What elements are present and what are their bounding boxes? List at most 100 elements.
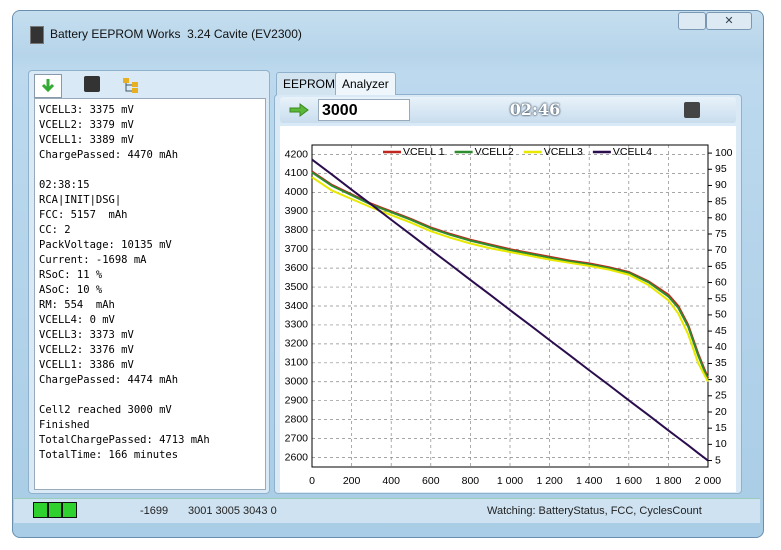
y2-tick-label: 65 (715, 260, 727, 272)
tab-active[interactable]: Analyzer (335, 72, 396, 95)
y-tick-label: 3200 (285, 338, 309, 350)
legend-label: VCELL3 (544, 146, 583, 158)
y2-tick-label: 30 (715, 373, 727, 385)
close-button[interactable]: ✕ (706, 12, 752, 30)
y-tick-label: 3100 (285, 357, 309, 369)
log-line: VCELL1: 3386 mV (39, 359, 134, 371)
minimize-button[interactable] (678, 12, 706, 30)
y-tick-label: 4000 (285, 186, 309, 198)
log-line: VCELL1: 3389 mV (39, 134, 134, 146)
app-icon (30, 26, 44, 44)
status-watching: Watching: BatteryStatus, FCC, CyclesCoun… (487, 505, 702, 517)
x-tick-label: 2 000 (695, 475, 721, 487)
status-current: -1699 (140, 505, 169, 517)
x-tick-label: 400 (382, 475, 400, 487)
y-tick-label: 2900 (285, 394, 309, 406)
y2-tick-label: 20 (715, 406, 727, 418)
x-tick-label: 1 400 (576, 475, 602, 487)
y2-tick-label: 75 (715, 228, 727, 240)
y2-tick-label: 5 (715, 454, 721, 466)
x-tick-label: 1 000 (497, 475, 523, 487)
log-line: ChargePassed: 4474 mAh (39, 374, 179, 386)
log-line: VCELL2: 3379 mV (39, 119, 134, 131)
y-tick-label: 3500 (285, 281, 309, 293)
log-line: RM: 554 mAh (39, 299, 115, 311)
x-tick-label: 1 200 (536, 475, 562, 487)
log-line: Current: -1698 mA (39, 254, 147, 266)
tree-button[interactable] (122, 77, 140, 93)
x-tick-label: 800 (462, 475, 480, 487)
log-line: RSoC: 11 % (39, 269, 103, 281)
log-line: TotalTime: 166 minutes (39, 449, 179, 461)
log-line: TotalChargePassed: 4713 mAh (39, 434, 210, 446)
window-title: Battery EEPROM Works 3.24 Cavite (EV2300… (50, 27, 302, 41)
series-line (311, 170, 709, 379)
log-line: VCELL3: 3373 mV (39, 329, 134, 341)
legend-label: VCELL 1 (403, 146, 445, 158)
legend-label: VCELL4 (613, 146, 652, 158)
series-line (311, 171, 709, 381)
y2-tick-label: 25 (715, 390, 727, 402)
y-tick-label: 3000 (285, 376, 309, 388)
log-line: 02:38:15 (39, 179, 90, 191)
start-button[interactable] (288, 102, 310, 118)
timer: 02:46 (509, 100, 561, 119)
log-line: VCELL2: 3376 mV (39, 344, 134, 356)
y-tick-label: 2800 (285, 413, 309, 425)
legend-label: VCELL2 (475, 146, 514, 158)
y2-tick-label: 35 (715, 357, 727, 369)
y2-tick-label: 10 (715, 438, 727, 450)
y-tick-label: 2600 (285, 451, 309, 463)
y-tick-label: 3300 (285, 319, 309, 331)
x-tick-label: 0 (309, 475, 315, 487)
log-line: VCELL3: 3375 mV (39, 104, 134, 116)
log-line: FCC: 5157 mAh (39, 209, 128, 221)
y2-tick-label: 55 (715, 292, 727, 304)
status-bar (14, 498, 760, 523)
battery-indicator (33, 502, 77, 518)
import-button[interactable] (34, 74, 62, 98)
y-tick-label: 3400 (285, 300, 309, 312)
y-tick-label: 3900 (285, 205, 309, 217)
y-tick-label: 4200 (285, 148, 309, 160)
log-line: ChargePassed: 4470 mAh (39, 149, 179, 161)
y2-tick-label: 70 (715, 244, 727, 256)
y2-tick-label: 15 (715, 422, 727, 434)
x-tick-label: 200 (343, 475, 361, 487)
series-line (311, 158, 709, 462)
y2-tick-label: 90 (715, 179, 727, 191)
log-line: Cell2 reached 3000 mV (39, 404, 172, 416)
tree-icon (123, 78, 138, 93)
import-icon (41, 79, 55, 93)
tab[interactable]: EEPROM (276, 72, 343, 95)
y-tick-label: 3800 (285, 224, 309, 236)
log-line: VCELL4: 0 mV (39, 314, 115, 326)
log-area: VCELL3: 3375 mV VCELL2: 3379 mV VCELL1: 33… (34, 98, 266, 490)
target-input[interactable]: 3000 (318, 99, 410, 121)
x-tick-label: 1 800 (655, 475, 681, 487)
y2-tick-label: 80 (715, 212, 727, 224)
x-tick-label: 600 (422, 475, 440, 487)
y2-tick-label: 85 (715, 195, 727, 207)
plot-frame (311, 144, 709, 468)
y-tick-label: 3600 (285, 262, 309, 274)
y2-tick-label: 100 (715, 147, 733, 159)
y2-tick-label: 45 (715, 325, 727, 337)
series-line (311, 176, 709, 383)
y2-tick-label: 50 (715, 309, 727, 321)
save-button[interactable] (84, 76, 100, 92)
log-line: RCA|INIT|DSG| (39, 194, 122, 206)
y2-tick-label: 95 (715, 163, 727, 175)
status-cells: 3001 3005 3043 0 (188, 505, 277, 517)
log-line: ASoC: 10 % (39, 284, 103, 296)
save-chart-button[interactable] (684, 102, 700, 118)
y-tick-label: 4100 (285, 167, 309, 179)
x-tick-label: 1 600 (616, 475, 642, 487)
log-line: PackVoltage: 10135 mV (39, 239, 172, 251)
log-line: CC: 2 (39, 224, 71, 236)
log-line: Finished (39, 419, 90, 431)
y2-tick-label: 40 (715, 341, 727, 353)
y-tick-label: 3700 (285, 243, 309, 255)
